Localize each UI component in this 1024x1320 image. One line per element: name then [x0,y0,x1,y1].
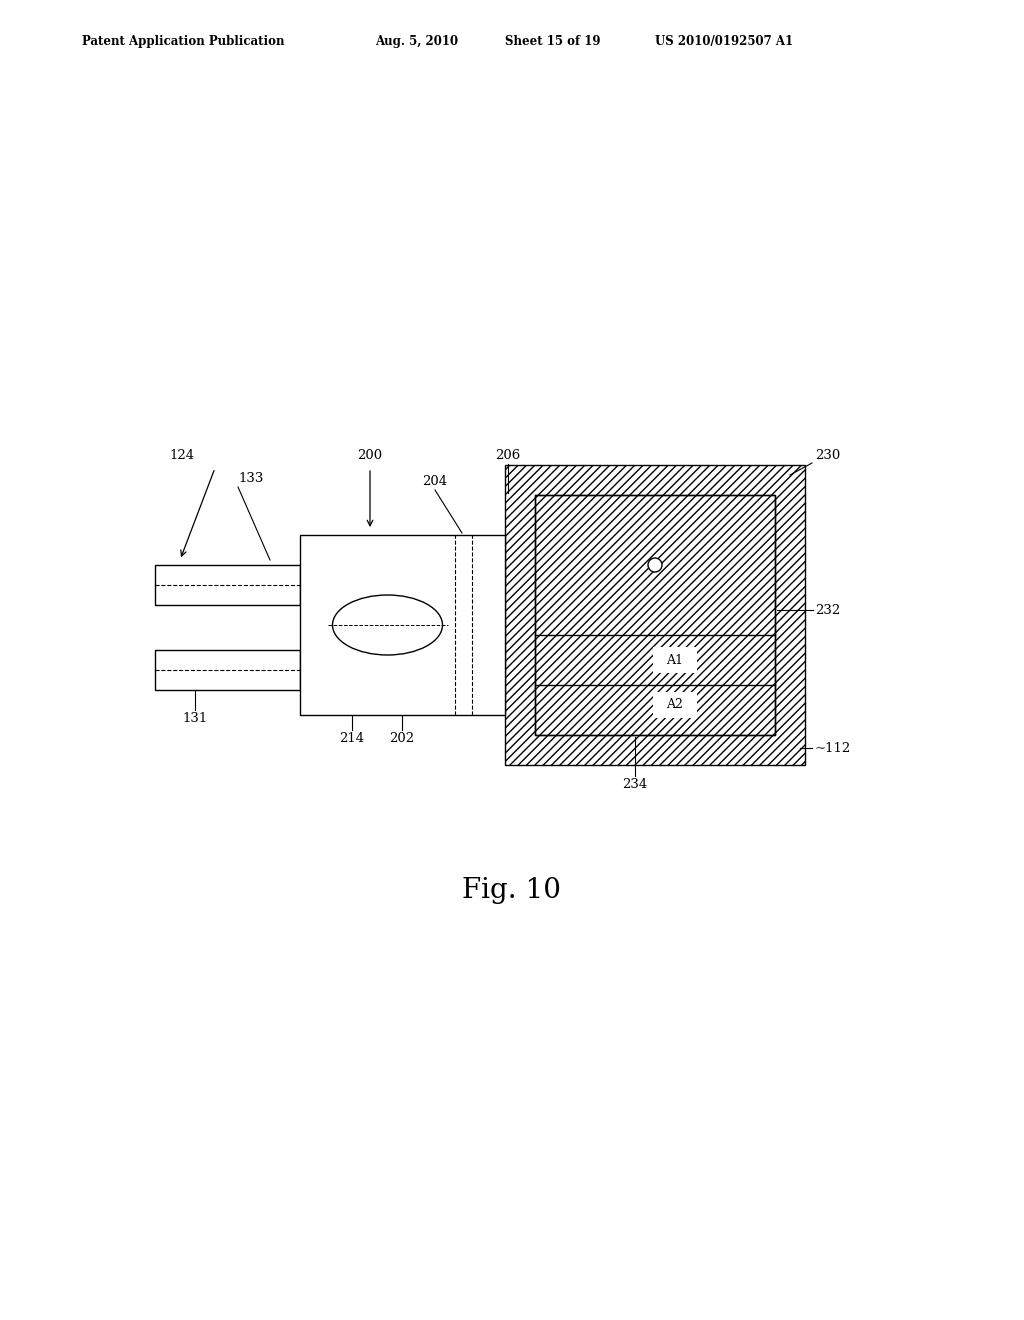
Text: ~112: ~112 [815,742,851,755]
Text: 206: 206 [496,449,520,462]
Text: 204: 204 [423,475,447,488]
Text: Fig. 10: Fig. 10 [463,876,561,903]
FancyBboxPatch shape [653,647,697,673]
Circle shape [648,558,662,572]
Text: Sheet 15 of 19: Sheet 15 of 19 [505,36,600,48]
Bar [155,565,300,605]
FancyBboxPatch shape [653,692,697,718]
Text: 202: 202 [389,733,415,744]
Text: Patent Application Publication: Patent Application Publication [82,36,285,48]
Text: 133: 133 [238,473,263,484]
Bar [535,495,775,735]
Bar [155,649,300,690]
Bar [300,535,505,715]
Bar [535,685,775,735]
Text: 131: 131 [182,711,208,725]
Bar [505,465,805,766]
Text: 214: 214 [339,733,365,744]
Text: US 2010/0192507 A1: US 2010/0192507 A1 [655,36,794,48]
Bar [535,495,775,735]
Text: A1: A1 [667,653,683,667]
Text: 232: 232 [815,603,841,616]
Bar [535,635,775,685]
Bar [505,465,805,766]
Text: 234: 234 [623,777,647,791]
Text: 200: 200 [357,449,383,462]
Text: Aug. 5, 2010: Aug. 5, 2010 [375,36,458,48]
Text: A2: A2 [667,698,683,711]
Text: 124: 124 [169,449,195,462]
Text: 230: 230 [815,449,841,462]
Bar [535,495,775,635]
Ellipse shape [333,595,442,655]
